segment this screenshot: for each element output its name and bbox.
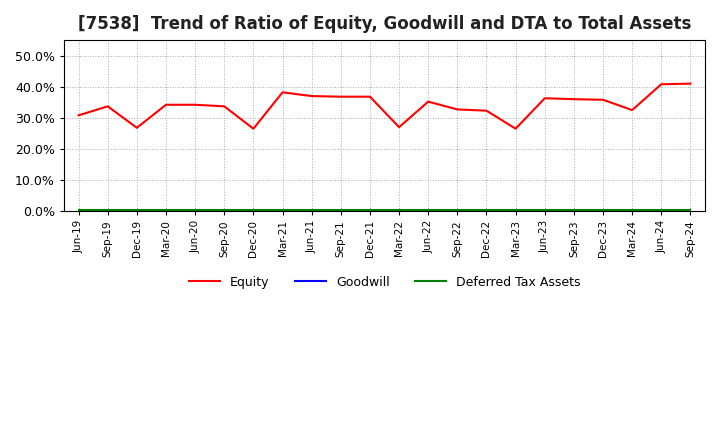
Equity — [132, 125, 141, 130]
Goodwill — [366, 209, 374, 214]
Deferred Tax Assets — [395, 208, 403, 213]
Equity — [162, 102, 171, 107]
Equity — [191, 102, 199, 107]
Deferred Tax Assets — [220, 208, 228, 213]
Deferred Tax Assets — [686, 208, 695, 213]
Deferred Tax Assets — [104, 208, 112, 213]
Goodwill — [220, 209, 228, 214]
Equity — [570, 96, 578, 102]
Deferred Tax Assets — [162, 208, 171, 213]
Equity — [599, 97, 608, 103]
Deferred Tax Assets — [482, 208, 491, 213]
Deferred Tax Assets — [191, 208, 199, 213]
Goodwill — [395, 209, 403, 214]
Deferred Tax Assets — [657, 208, 665, 213]
Deferred Tax Assets — [599, 208, 608, 213]
Equity — [686, 81, 695, 86]
Goodwill — [104, 209, 112, 214]
Equity — [541, 95, 549, 101]
Deferred Tax Assets — [307, 208, 316, 213]
Equity — [657, 81, 665, 87]
Goodwill — [570, 209, 578, 214]
Goodwill — [336, 209, 345, 214]
Goodwill — [162, 209, 171, 214]
Deferred Tax Assets — [511, 208, 520, 213]
Equity — [482, 108, 491, 114]
Goodwill — [628, 209, 636, 214]
Goodwill — [511, 209, 520, 214]
Goodwill — [74, 209, 83, 214]
Goodwill — [307, 209, 316, 214]
Equity — [249, 126, 258, 132]
Goodwill — [132, 209, 141, 214]
Goodwill — [686, 209, 695, 214]
Deferred Tax Assets — [541, 208, 549, 213]
Goodwill — [249, 209, 258, 214]
Equity — [628, 107, 636, 113]
Equity — [511, 126, 520, 132]
Equity — [278, 90, 287, 95]
Equity — [220, 104, 228, 109]
Goodwill — [278, 209, 287, 214]
Goodwill — [541, 209, 549, 214]
Deferred Tax Assets — [628, 208, 636, 213]
Equity — [307, 93, 316, 99]
Goodwill — [453, 209, 462, 214]
Legend: Equity, Goodwill, Deferred Tax Assets: Equity, Goodwill, Deferred Tax Assets — [184, 271, 585, 294]
Deferred Tax Assets — [74, 208, 83, 213]
Equity — [453, 107, 462, 112]
Deferred Tax Assets — [366, 208, 374, 213]
Equity — [366, 94, 374, 99]
Deferred Tax Assets — [249, 208, 258, 213]
Equity — [336, 94, 345, 99]
Deferred Tax Assets — [132, 208, 141, 213]
Deferred Tax Assets — [336, 208, 345, 213]
Goodwill — [657, 209, 665, 214]
Equity — [424, 99, 433, 104]
Title: [7538]  Trend of Ratio of Equity, Goodwill and DTA to Total Assets: [7538] Trend of Ratio of Equity, Goodwil… — [78, 15, 691, 33]
Goodwill — [482, 209, 491, 214]
Equity — [74, 113, 83, 118]
Equity — [104, 104, 112, 109]
Deferred Tax Assets — [278, 208, 287, 213]
Equity — [395, 125, 403, 130]
Deferred Tax Assets — [424, 208, 433, 213]
Goodwill — [599, 209, 608, 214]
Goodwill — [191, 209, 199, 214]
Line: Equity: Equity — [78, 84, 690, 129]
Goodwill — [424, 209, 433, 214]
Deferred Tax Assets — [570, 208, 578, 213]
Deferred Tax Assets — [453, 208, 462, 213]
